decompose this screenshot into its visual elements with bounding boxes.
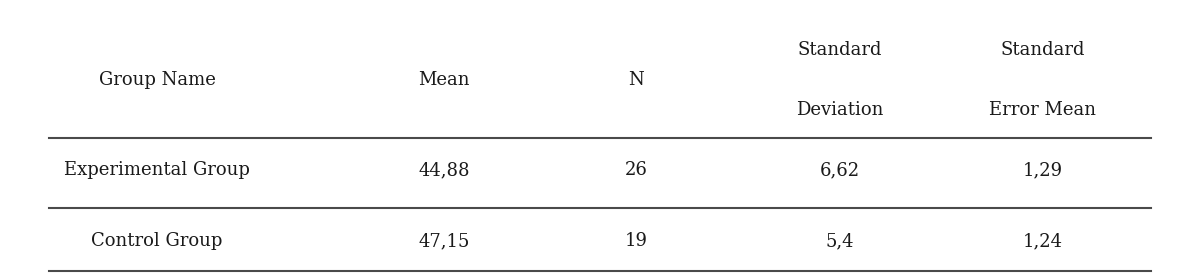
Text: 6,62: 6,62	[820, 161, 859, 179]
Text: 47,15: 47,15	[419, 232, 470, 250]
Text: 1,24: 1,24	[1022, 232, 1063, 250]
Text: 5,4: 5,4	[826, 232, 853, 250]
Text: Control Group: Control Group	[91, 232, 223, 250]
Text: N: N	[628, 71, 643, 89]
Text: 1,29: 1,29	[1022, 161, 1063, 179]
Text: Error Mean: Error Mean	[990, 101, 1097, 119]
Text: Experimental Group: Experimental Group	[64, 161, 250, 179]
Text: 19: 19	[624, 232, 648, 250]
Text: 44,88: 44,88	[419, 161, 470, 179]
Text: 26: 26	[624, 161, 647, 179]
Text: Standard: Standard	[797, 42, 882, 59]
Text: Group Name: Group Name	[98, 71, 216, 89]
Text: Standard: Standard	[1001, 42, 1085, 59]
Text: Mean: Mean	[419, 71, 470, 89]
Text: Deviation: Deviation	[796, 101, 883, 119]
